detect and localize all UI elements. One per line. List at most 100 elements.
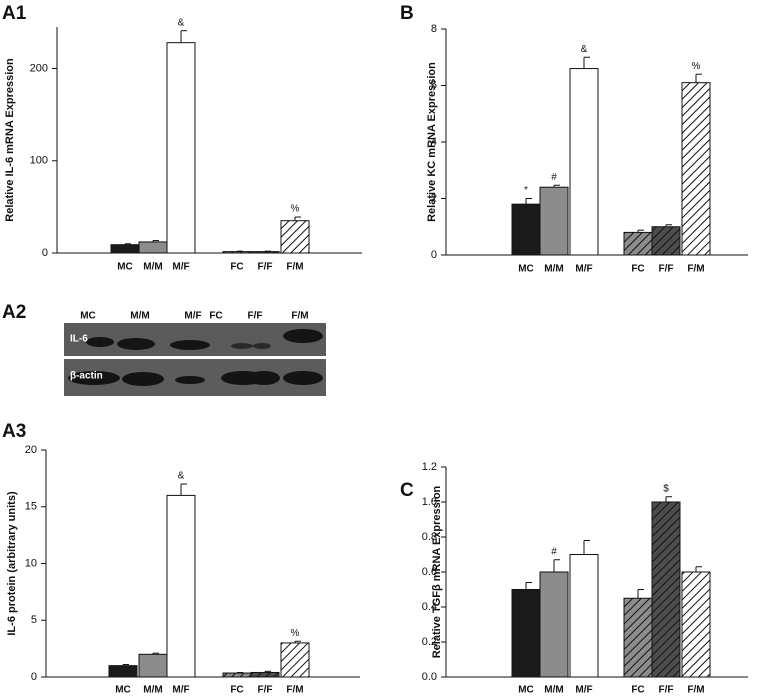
x-tick-label: M/M: [544, 264, 563, 275]
y-tick-label: 5: [31, 614, 37, 626]
bar: [681, 571, 711, 678]
annotation: %: [291, 628, 300, 639]
y-tick-label: 200: [30, 62, 48, 74]
x-tick-label: F/M: [286, 262, 303, 273]
blot-row-label: IL-6: [70, 334, 88, 345]
band: [68, 371, 120, 385]
y-tick-label: 6: [431, 79, 437, 91]
blot-lanes: MC M/M M/F FC F/F F/M: [80, 311, 308, 322]
x-tick-label: F/F: [659, 264, 674, 275]
bar: [222, 672, 252, 678]
y-axis-label: Relative KC mRNA Expression: [426, 62, 438, 222]
y-tick-label: 0.6: [422, 566, 437, 578]
error-bar: [583, 56, 590, 69]
bar: [250, 671, 280, 678]
bar: [138, 241, 168, 254]
bar: [681, 82, 711, 256]
chart: C Relative TGFβ mRNA Expression 0.0 0.2 0.4 0…: [400, 461, 748, 696]
band: [122, 372, 164, 386]
lane-label: MC: [80, 311, 96, 322]
x-tick-label: M/M: [143, 685, 162, 696]
bar: [539, 571, 569, 678]
x-tick-label: MC: [518, 264, 534, 275]
panel-label: A2: [2, 302, 26, 323]
x-tick-label: MC: [518, 685, 534, 696]
error-bar: [180, 30, 187, 43]
x-tick-label: FC: [631, 685, 644, 696]
panel-label: A3: [2, 421, 26, 442]
error-bar: [525, 582, 532, 590]
bands: [68, 329, 323, 386]
y-axis-label: Relative IL-6 mRNA Expression: [4, 58, 16, 222]
error-bar: [665, 496, 672, 502]
error-bar: [665, 224, 672, 227]
y-tick-label: 1.2: [422, 461, 437, 473]
band: [86, 337, 114, 347]
y-tick-label: 8: [431, 23, 437, 35]
y-tick-label: 0: [431, 249, 437, 261]
error-bar: [637, 229, 644, 233]
lane-label: F/F: [248, 311, 263, 322]
chart: B Relative KC mRNA Expression 0 2 4 6 8 MC * M/M #…: [400, 3, 748, 275]
chart: A1 Relative IL-6 mRNA Expression 0 100 200 MC…: [2, 3, 362, 273]
panel-label: A1: [2, 3, 27, 24]
bar: [623, 231, 653, 256]
y-tick-label: 0.0: [422, 671, 437, 683]
bar: [569, 554, 599, 678]
y-tick-label: 4: [431, 136, 437, 148]
x-tick-label: M/M: [143, 262, 162, 273]
lane-label: FC: [209, 311, 222, 322]
lane-label: M/F: [184, 311, 201, 322]
error-bar: [583, 540, 590, 555]
annotation: %: [291, 204, 300, 215]
band: [170, 340, 210, 350]
band: [175, 376, 205, 384]
band: [283, 329, 323, 343]
y-tick-label: 0.2: [422, 636, 437, 648]
blot-row-label: β-actin: [70, 371, 103, 382]
band: [253, 343, 271, 349]
error-bar: [124, 243, 131, 245]
y-tick-label: 20: [25, 444, 37, 456]
panel-label: C: [400, 480, 414, 501]
bar: [280, 642, 310, 678]
annotation: #: [551, 172, 557, 183]
y-tick-label: 100: [30, 155, 48, 167]
x-tick-label: F/M: [687, 264, 704, 275]
x-tick-label: M/F: [172, 685, 189, 696]
annotation: #: [551, 546, 557, 557]
x-tick-label: F/M: [687, 685, 704, 696]
band: [248, 371, 280, 385]
bar: [569, 68, 599, 256]
y-tick-label: 0.4: [422, 601, 437, 613]
error-bar: [695, 566, 702, 572]
x-tick-label: FC: [230, 685, 243, 696]
bar: [511, 203, 541, 256]
x-tick-label: FC: [631, 264, 644, 275]
y-tick-label: 10: [25, 557, 37, 569]
error-bar: [637, 589, 644, 599]
error-bar: [695, 73, 702, 83]
x-tick-label: FC: [230, 262, 243, 273]
bar: [280, 220, 310, 254]
y-axis-label: IL-6 protein (arbitrary units): [6, 491, 18, 636]
y-tick-label: 15: [25, 501, 37, 513]
error-bar: [294, 216, 301, 221]
error-bar: [152, 240, 159, 242]
error-bar: [264, 670, 271, 673]
error-bar: [122, 664, 129, 666]
x-tick-label: MC: [117, 262, 133, 273]
y-axis-label: Relative TGFβ mRNA Expression: [431, 485, 443, 658]
error-bar: [553, 559, 560, 572]
annotation: &: [178, 471, 185, 482]
y-tick-label: 0.8: [422, 531, 437, 543]
x-tick-label: F/F: [258, 685, 273, 696]
bar: [166, 494, 196, 678]
chart: A3 IL-6 protein (arbitrary units) 0 5 10 15 20…: [2, 421, 360, 696]
annotation: &: [581, 44, 588, 55]
x-tick-label: F/M: [286, 685, 303, 696]
bar: [539, 186, 569, 256]
band: [283, 371, 323, 385]
error-bar: [236, 671, 243, 674]
